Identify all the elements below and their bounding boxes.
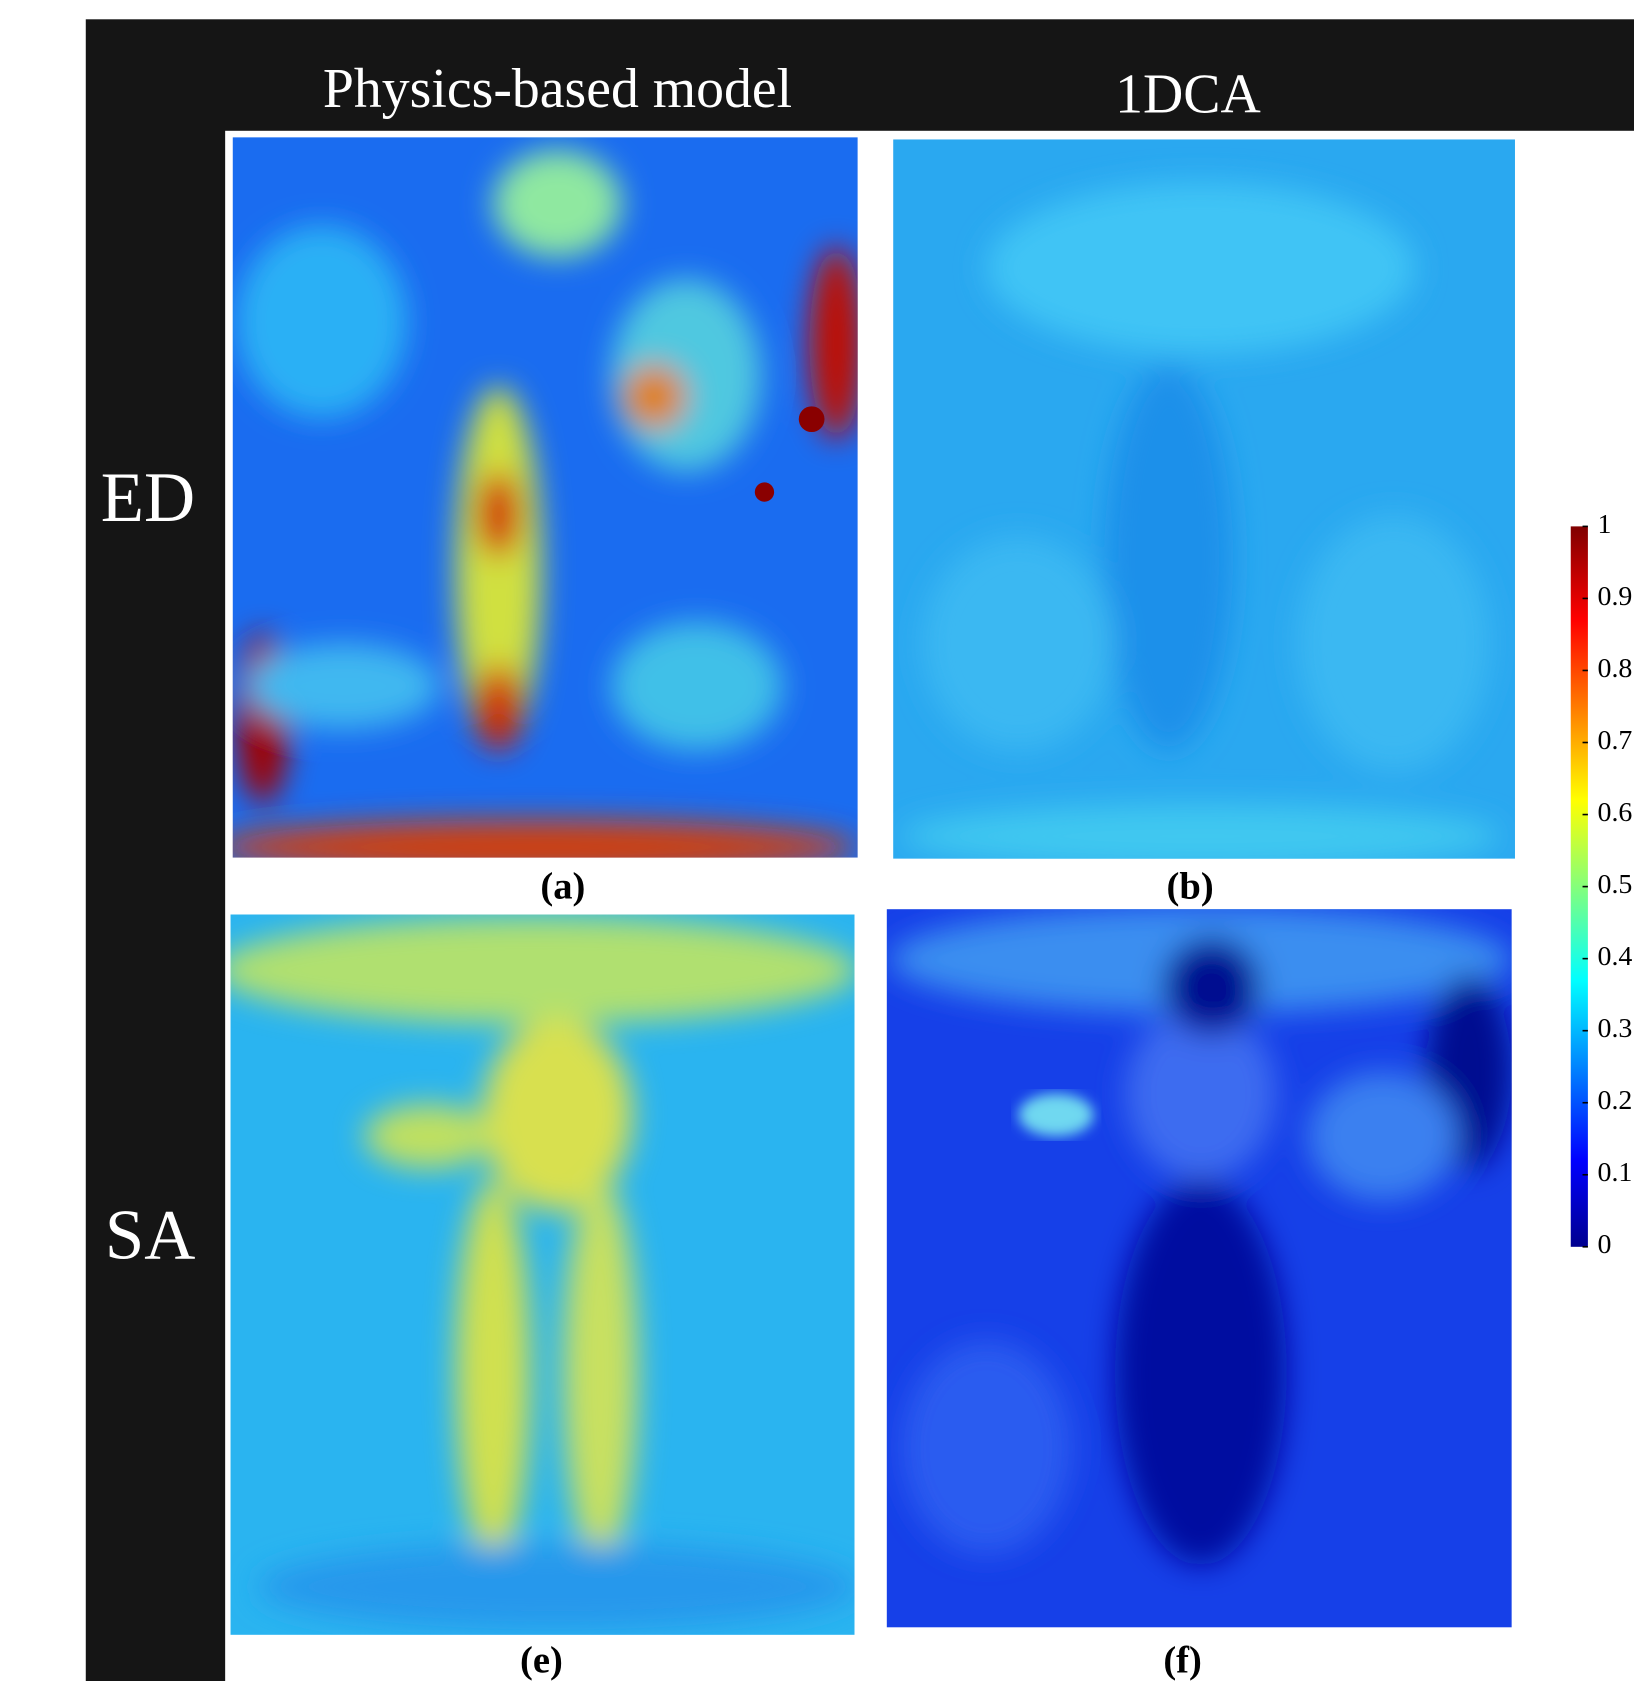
heatmap-f [886, 909, 1512, 1628]
panel-label: (e) [520, 1639, 563, 1681]
colorbar-tick-label: 0.4 [1598, 941, 1633, 972]
panel-label: (b) [1167, 865, 1214, 907]
colorbar [1570, 526, 1588, 1247]
colorbar-tick-label: 0 [1598, 1229, 1612, 1260]
colorbar-tick-label: 0.2 [1598, 1085, 1633, 1116]
colorbar-tick-label: 0.3 [1598, 1013, 1633, 1044]
colorbar-tick-label: 0.5 [1598, 869, 1633, 900]
colorbar-tick-label: 0.1 [1598, 1157, 1633, 1188]
panel-label: (f) [1163, 1639, 1202, 1681]
column-header: 1DCA [1115, 64, 1261, 126]
column-header: Physics-based model [323, 58, 792, 120]
row-label: ED [101, 459, 195, 537]
colorbar-tick-label: 0.8 [1598, 653, 1633, 684]
heatmap-b [893, 139, 1515, 859]
colorbar-tick-label: 0.6 [1598, 797, 1633, 828]
colorbar-tick-label: 0.9 [1598, 581, 1633, 612]
heatmap-e [230, 914, 855, 1635]
panel-label: (a) [540, 865, 585, 907]
colorbar-tick-label: 1 [1598, 509, 1612, 540]
row-label: SA [105, 1197, 195, 1275]
heatmap-a [232, 137, 858, 858]
colorbar-tick-label: 0.7 [1598, 725, 1633, 756]
